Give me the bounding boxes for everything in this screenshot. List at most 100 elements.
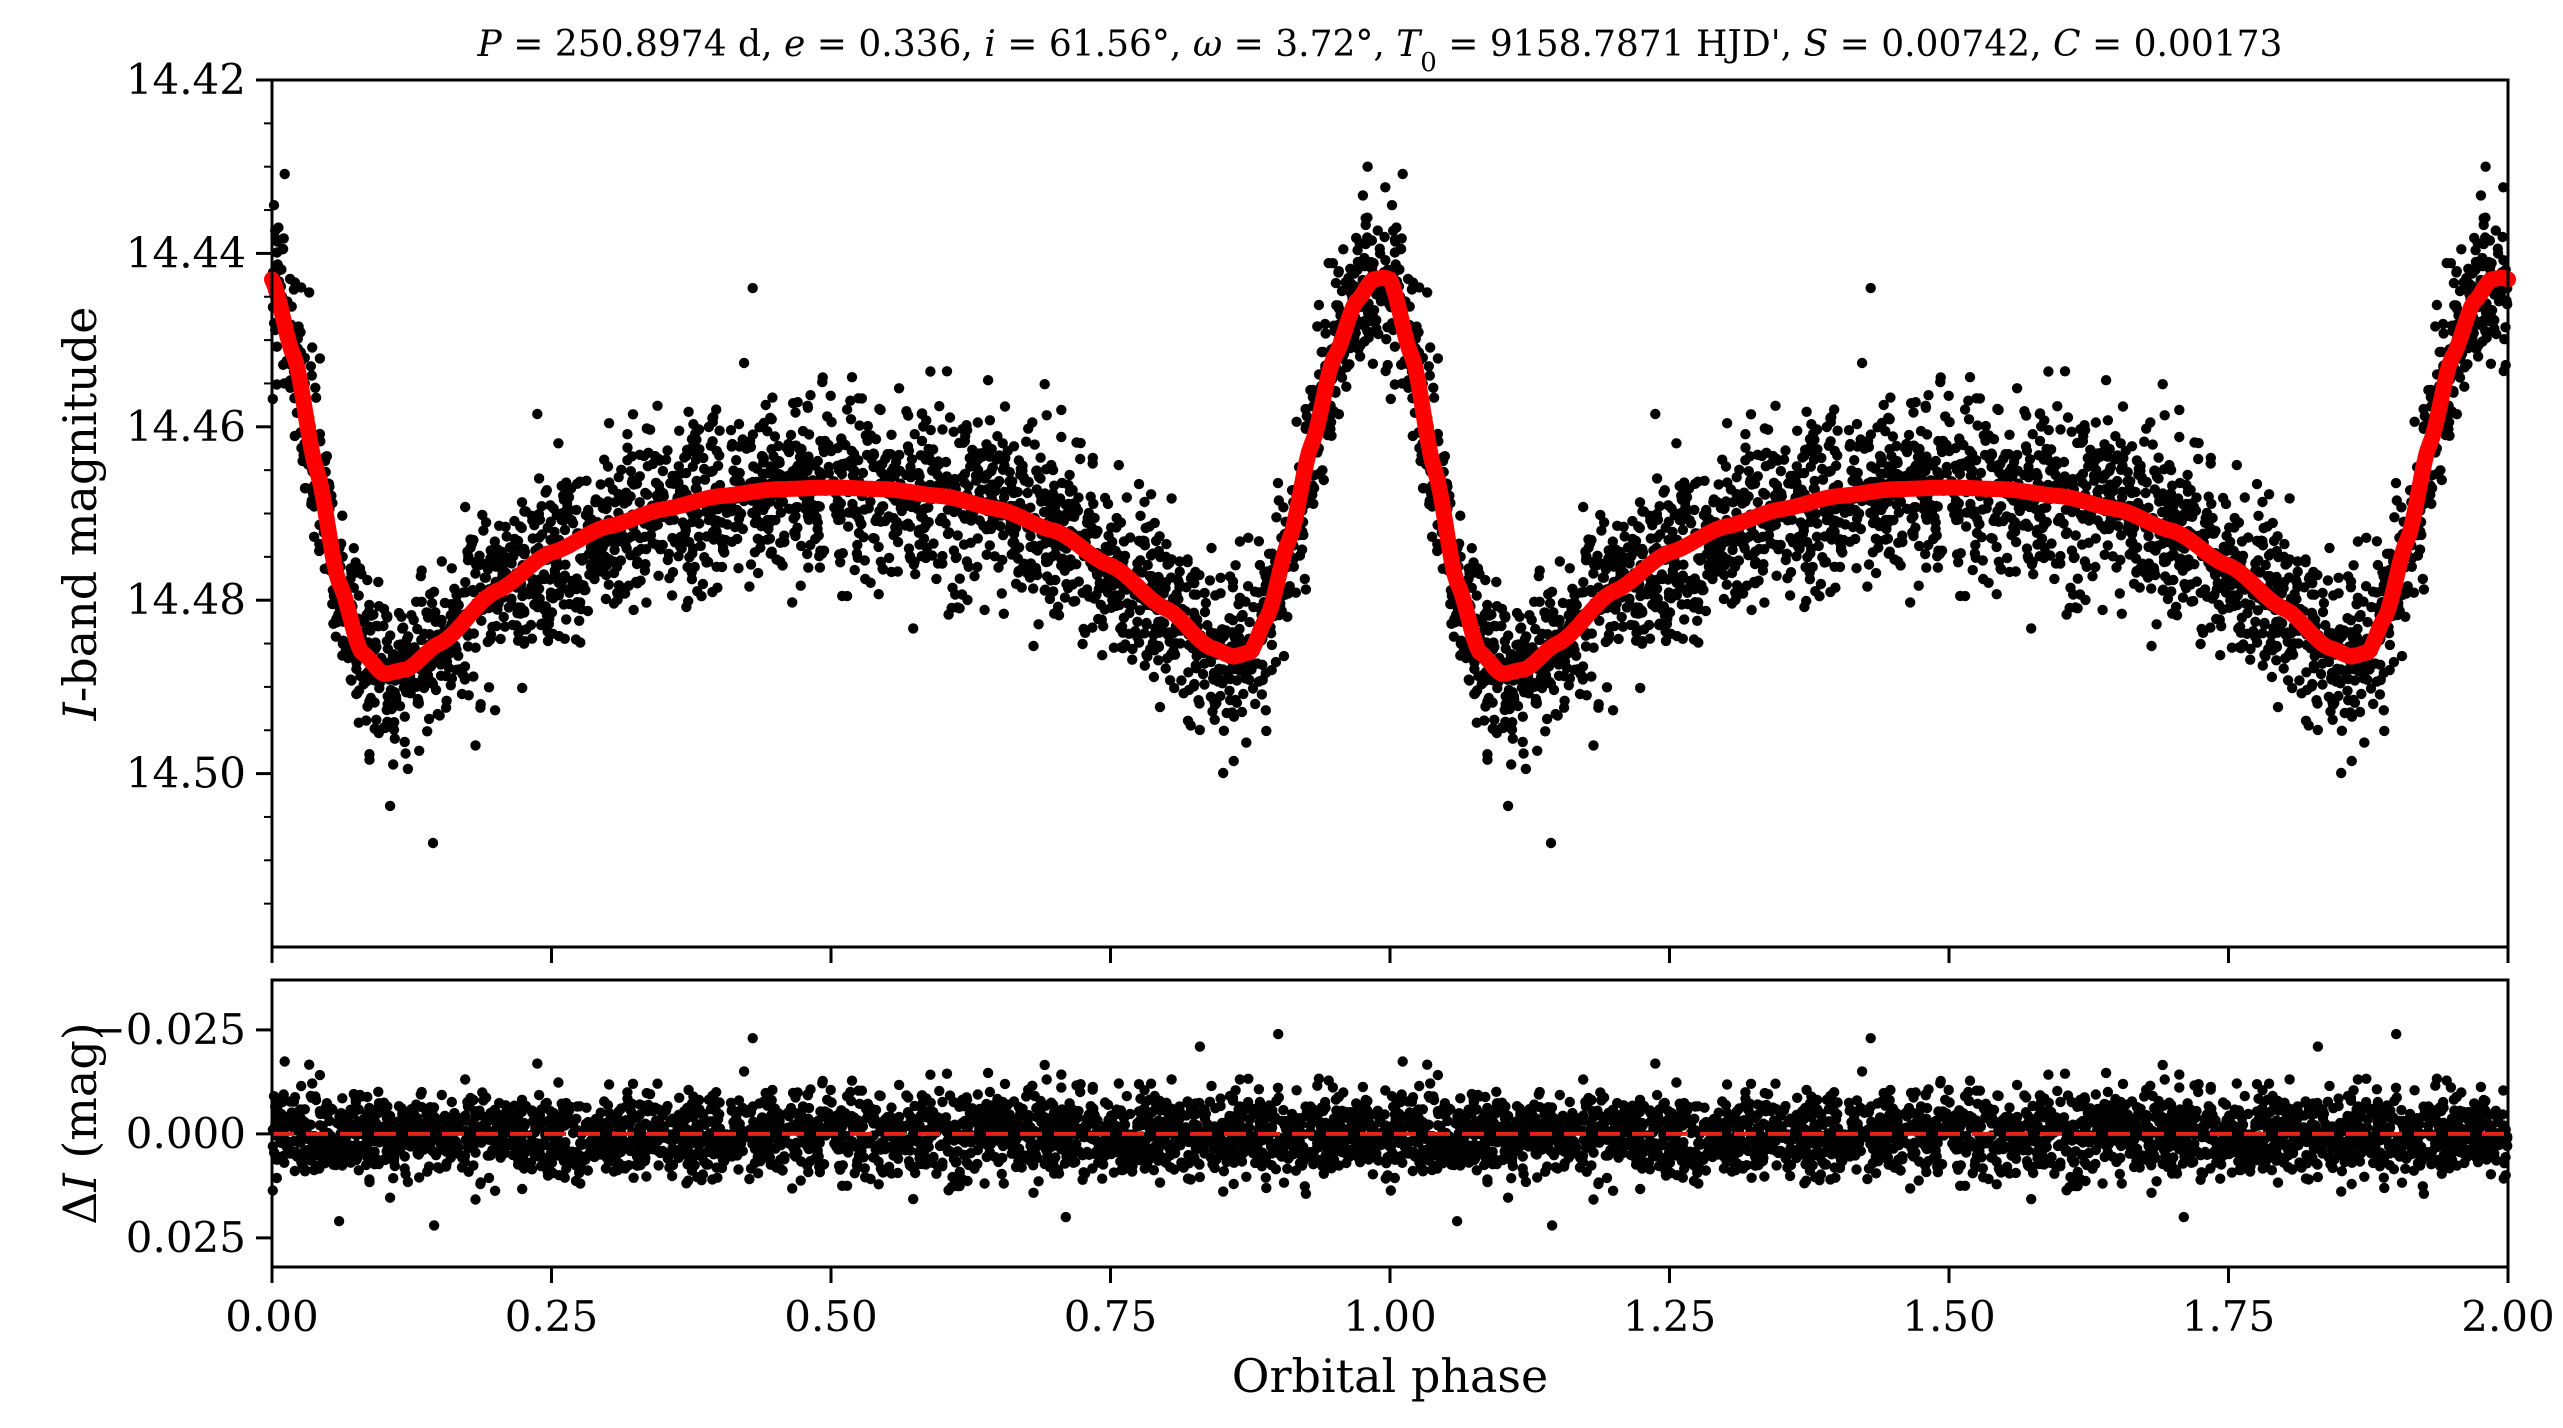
observation-point <box>1643 619 1655 631</box>
observation-point <box>825 390 836 401</box>
observation-point <box>893 383 905 394</box>
observation-point <box>690 454 702 465</box>
observation-point <box>1500 691 1511 702</box>
observation-point <box>711 561 722 572</box>
observation-point <box>669 537 681 548</box>
observation-point <box>790 440 802 451</box>
observation-point <box>544 574 556 585</box>
observation-point <box>1748 528 1760 540</box>
observation-point <box>372 621 384 632</box>
observation-point <box>1064 486 1076 497</box>
observation-point <box>2431 299 2443 311</box>
observation-point <box>1056 431 1067 443</box>
observation-point <box>1035 473 1046 484</box>
observation-point <box>355 670 366 682</box>
observation-point <box>1563 680 1575 691</box>
observation-point <box>923 443 934 455</box>
observation-point <box>1170 638 1182 649</box>
observation-point <box>362 574 373 586</box>
observation-point <box>687 548 698 559</box>
observation-point <box>653 480 665 491</box>
observation-point <box>696 591 707 602</box>
observation-point <box>1230 560 1241 571</box>
observation-point <box>2217 604 2228 615</box>
observation-point <box>738 357 750 369</box>
observation-point <box>1188 607 1200 618</box>
observation-point <box>2189 559 2200 570</box>
observation-point <box>381 704 392 716</box>
observation-point <box>703 421 714 433</box>
observation-point <box>1731 580 1743 591</box>
observation-point <box>1930 455 1942 467</box>
observation-point <box>2182 469 2193 481</box>
observation-point <box>441 695 452 706</box>
observation-point <box>1778 454 1790 465</box>
observation-point <box>2150 569 2161 581</box>
observation-point <box>1087 458 1098 469</box>
observation-point <box>1544 598 1556 609</box>
observation-point <box>622 429 633 440</box>
observation-point <box>1731 472 1742 483</box>
observation-point <box>2012 449 2023 461</box>
observation-point <box>837 548 848 559</box>
observation-point <box>1194 569 1205 581</box>
observation-point <box>979 604 990 616</box>
observation-point <box>416 596 427 607</box>
observation-point <box>662 445 673 456</box>
observation-point <box>1630 635 1642 646</box>
observation-point <box>1499 704 1510 716</box>
observation-point <box>1351 232 1362 244</box>
observation-point <box>944 412 956 423</box>
observation-point <box>2062 412 2074 423</box>
observation-point <box>1256 689 1268 700</box>
observation-point <box>1131 629 1143 640</box>
observation-point <box>835 514 846 525</box>
observation-point <box>595 479 606 490</box>
observation-point <box>2103 518 2115 529</box>
observation-point <box>2004 566 2015 578</box>
observation-point <box>1805 548 1816 559</box>
observation-point <box>764 533 776 544</box>
observation-point <box>785 429 797 441</box>
observation-point <box>2051 459 2063 470</box>
observation-point <box>1983 577 1994 588</box>
observation-point <box>404 680 415 691</box>
observation-point <box>1333 300 1344 311</box>
observation-point <box>1061 555 1073 566</box>
observation-point <box>1557 597 1569 609</box>
observation-point <box>2371 536 2383 547</box>
observation-point <box>2134 582 2145 593</box>
observation-point <box>1713 479 1724 490</box>
observation-point <box>1145 550 1157 561</box>
observation-point <box>1068 498 1080 509</box>
observation-point <box>965 461 976 472</box>
observation-point <box>787 398 799 409</box>
observation-point <box>712 582 723 593</box>
observation-point <box>470 740 481 751</box>
observation-point <box>2272 701 2284 713</box>
observation-point <box>1428 392 1440 403</box>
observation-point <box>268 200 280 211</box>
observation-point <box>1099 604 1110 615</box>
observation-point <box>1808 454 1820 465</box>
observation-point <box>1770 400 1781 411</box>
observation-point <box>996 588 1007 599</box>
observation-point <box>1160 551 1172 562</box>
observation-point <box>1411 321 1422 332</box>
observation-point <box>470 568 481 579</box>
observation-point <box>1903 429 1915 441</box>
observation-point <box>1897 530 1908 541</box>
observation-point <box>2220 498 2232 510</box>
observation-point <box>1270 656 1282 668</box>
observation-point <box>1300 403 1311 415</box>
observation-point <box>901 406 912 417</box>
observation-point <box>1825 436 1836 447</box>
observation-point <box>1234 536 1246 547</box>
observation-point <box>1397 168 1408 180</box>
observation-point <box>1209 628 1220 639</box>
observation-point <box>2359 737 2370 748</box>
observation-point <box>814 501 825 512</box>
observation-point <box>634 497 645 508</box>
observation-point <box>2236 536 2248 547</box>
observation-point <box>1007 537 1018 548</box>
